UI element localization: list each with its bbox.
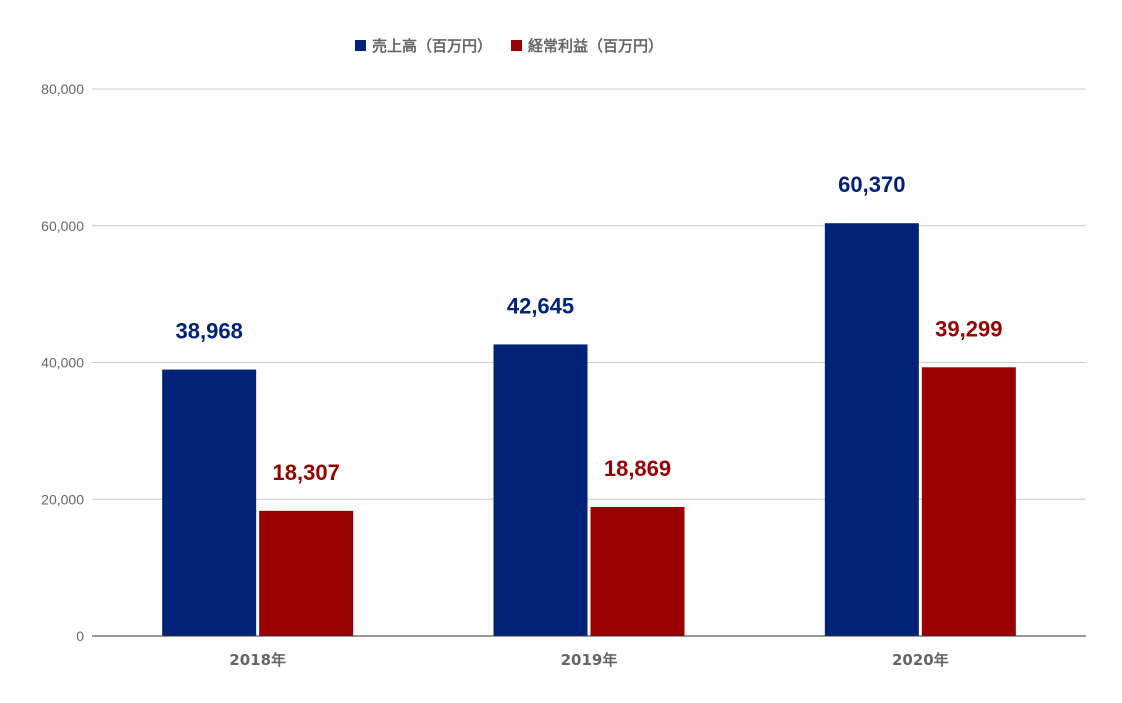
bars <box>162 223 1016 636</box>
y-tick-label: 80,000 <box>41 81 84 97</box>
data-label: 60,370 <box>838 172 905 197</box>
x-axis: 2018年 2019年 2020年 <box>92 635 1086 669</box>
bar <box>162 369 257 636</box>
y-tick-label: 60,000 <box>41 218 84 234</box>
bar <box>824 223 919 636</box>
gridlines <box>92 88 1086 500</box>
legend: 売上高（百万円） 経常利益（百万円） <box>355 37 663 55</box>
y-tick-label: 0 <box>76 628 84 644</box>
x-tick-label: 2020年 <box>892 651 949 669</box>
data-label: 42,645 <box>507 293 574 318</box>
data-label: 38,968 <box>176 319 243 344</box>
bar <box>921 367 1016 636</box>
x-tick-label: 2019年 <box>561 651 618 669</box>
legend-swatch <box>511 40 522 51</box>
y-tick-label: 40,000 <box>41 355 84 371</box>
x-tick-label: 2018年 <box>229 651 286 669</box>
bar <box>493 344 588 636</box>
data-label: 39,299 <box>935 316 1002 341</box>
bar <box>590 506 685 636</box>
legend-swatch <box>355 40 366 51</box>
legend-label: 経常利益（百万円） <box>528 37 663 55</box>
bar <box>259 510 354 636</box>
legend-label: 売上高（百万円） <box>372 37 492 55</box>
y-axis: 0 20,000 40,000 60,000 80,000 <box>41 81 84 644</box>
data-label: 18,307 <box>273 460 340 485</box>
data-labels: 38,968 18,307 42,645 18,869 60,370 39,299 <box>176 172 1003 485</box>
data-label: 18,869 <box>604 456 671 481</box>
y-tick-label: 20,000 <box>41 491 84 507</box>
